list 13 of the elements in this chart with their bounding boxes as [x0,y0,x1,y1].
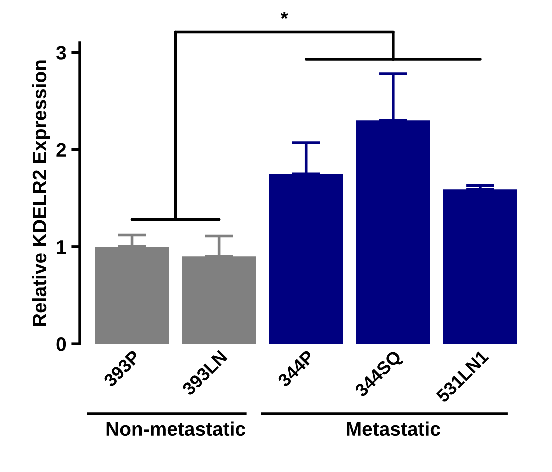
y-tick-label: 2 [56,143,66,157]
bar [182,256,256,344]
bar [443,190,518,344]
text: * [280,12,288,20]
bar [269,174,344,344]
bar [95,246,170,344]
text: Non-metastatic [106,422,246,436]
y-tick-label: 1 [57,240,66,254]
bar [356,120,430,344]
text: Metastatic [347,422,440,436]
y-tick-label: 3 [56,46,66,60]
y-tick-label: 0 [56,338,66,352]
y-axis-title: Relative KDELR2 Expression [32,60,50,326]
